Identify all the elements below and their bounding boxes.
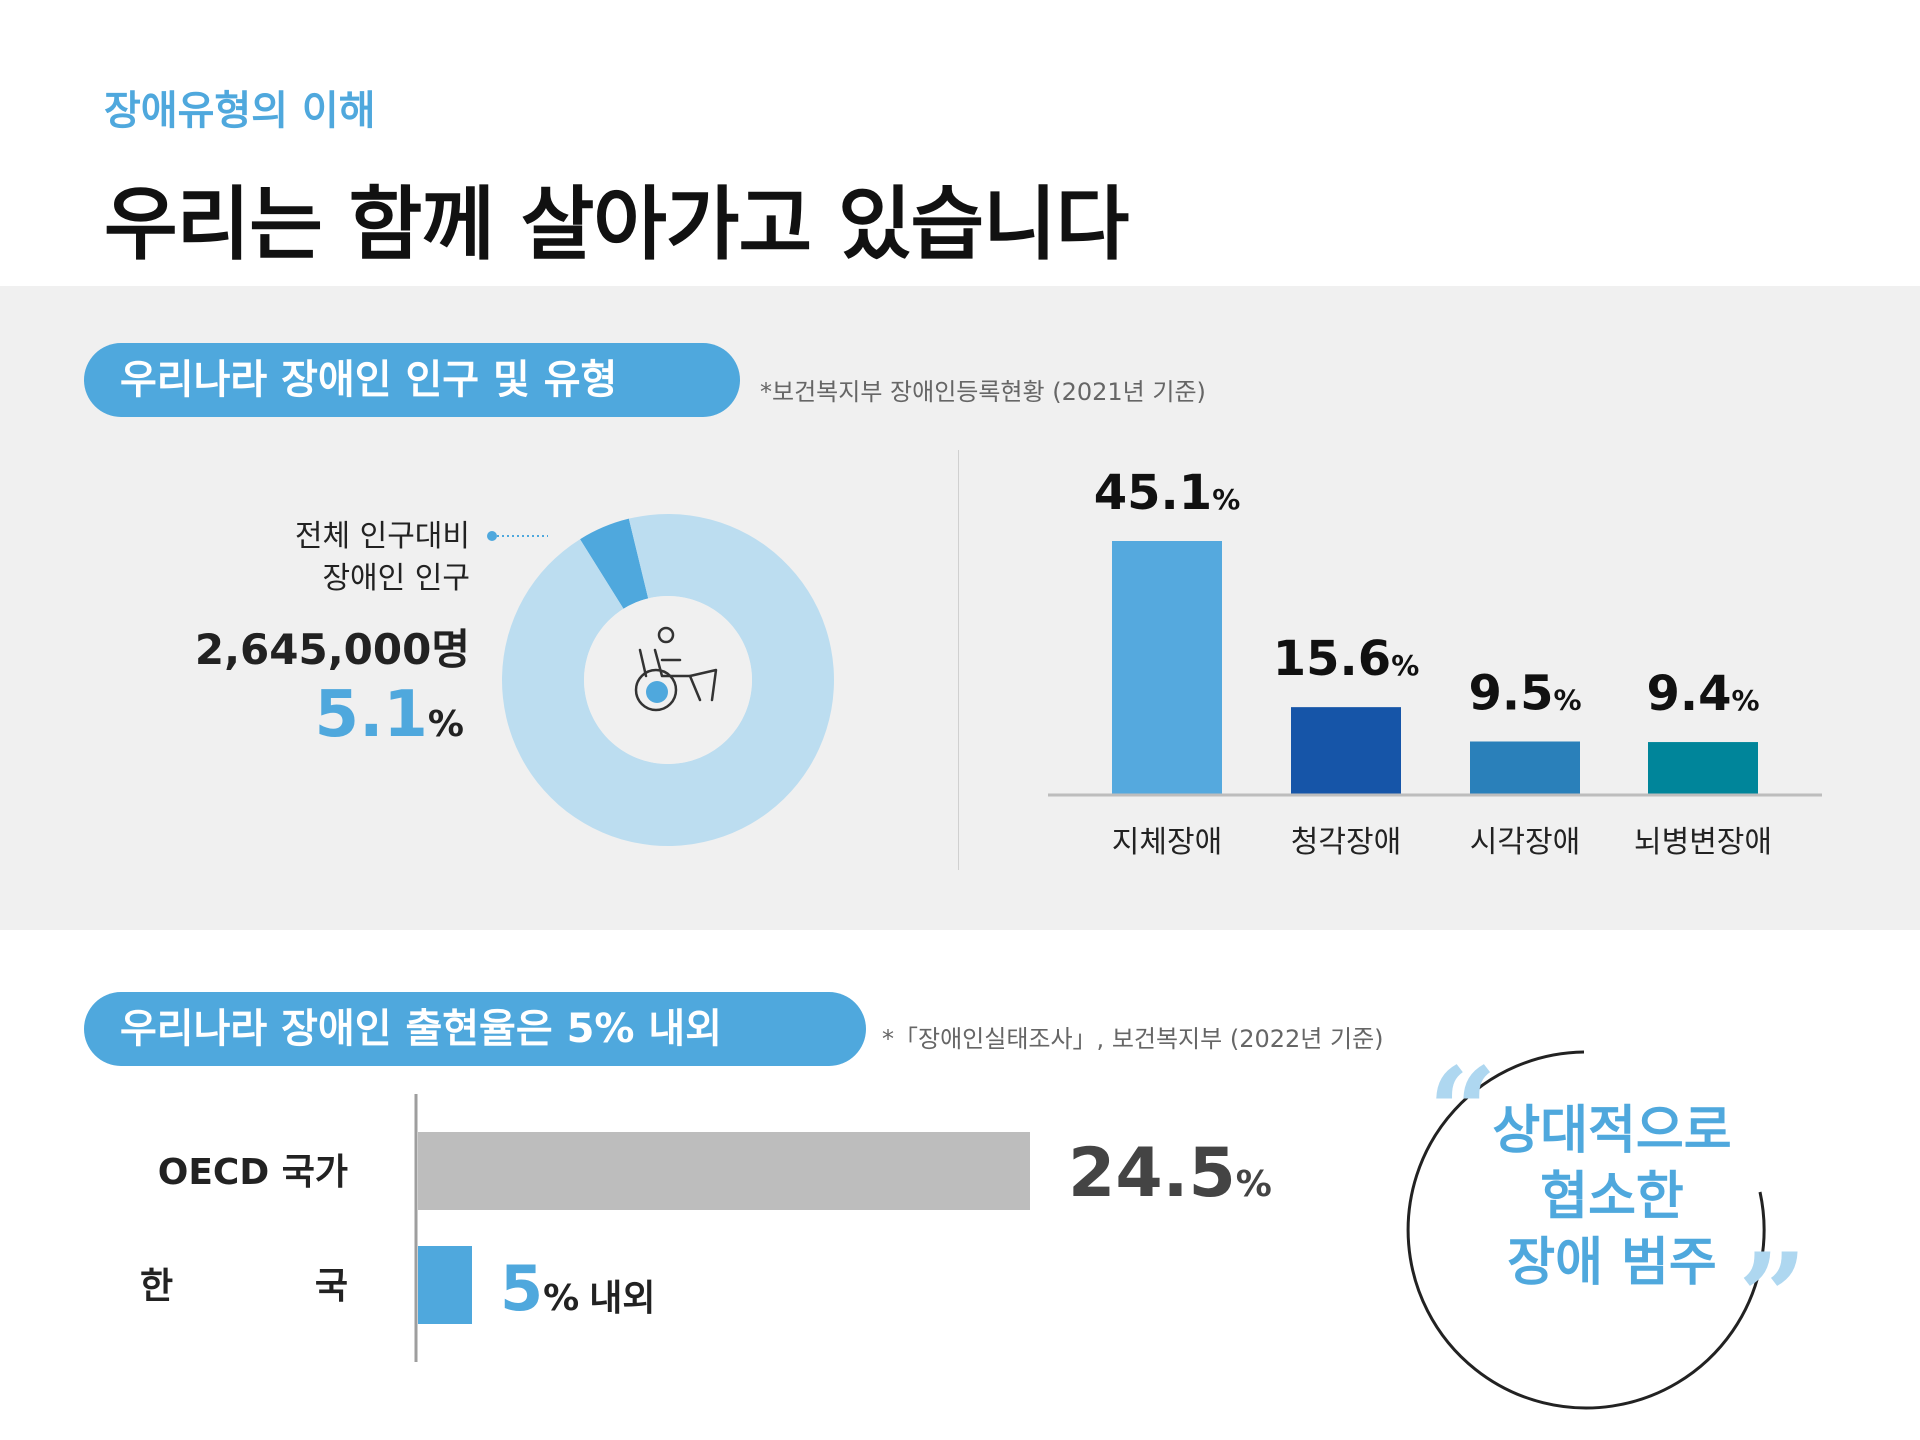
- quote-line1: 상대적으로: [1492, 1101, 1732, 1161]
- donut-label-line2: 장애인 인구: [322, 561, 470, 596]
- prevalence-bar-0: [418, 1132, 1030, 1210]
- type-bar-value-1: 15.6%: [1273, 631, 1420, 687]
- quote-line2: 협소한: [1540, 1167, 1684, 1227]
- type-bar-label-2: 시각장애: [1470, 825, 1580, 860]
- prevalence-bar-1: [418, 1246, 472, 1324]
- donut-slice-1: [501, 514, 834, 846]
- type-bar-value-0: 45.1%: [1094, 465, 1241, 521]
- section-kicker: 장애유형의 이해: [104, 88, 376, 134]
- close-quote-icon: ”: [1738, 1227, 1808, 1368]
- quote-circle: [1406, 1050, 1766, 1410]
- prevalence-category-1: 한 국: [140, 1266, 348, 1307]
- type-bar-label-3: 뇌병변장애: [1634, 825, 1772, 860]
- leader-dot: [487, 531, 497, 541]
- type-bar-label-1: 청각장애: [1291, 825, 1401, 860]
- type-bar-3: [1648, 742, 1758, 795]
- type-bar-1: [1291, 707, 1401, 795]
- percent-unit: %: [427, 704, 464, 745]
- donut-hole: [584, 596, 752, 764]
- panel-divider: [958, 450, 959, 870]
- type-bar-value-3: 9.4%: [1646, 666, 1759, 722]
- percent-value: 5.1: [314, 678, 428, 752]
- donut-slice-0: [580, 518, 649, 609]
- wheelchair-hub: [646, 681, 668, 703]
- disabled-population-count: 2,645,000명: [194, 625, 470, 674]
- type-bar-chart: 45.1% 지체장애 15.6% 청각장애 9.5% 시각장애 9.4% 뇌병변장애: [1094, 465, 1772, 860]
- prevalence-category-0: OECD 국가: [158, 1152, 348, 1193]
- type-bar-value-2: 9.5%: [1468, 665, 1581, 721]
- section-pill-population: 우리나라 장애인 인구 및 유형: [84, 343, 740, 417]
- section-pill-prevalence: 우리나라 장애인 출현율은 5% 내외: [84, 992, 866, 1066]
- wheelchair-icon: [634, 626, 718, 712]
- quote-text: 상대적으로 협소한 장애 범주: [1434, 1098, 1790, 1296]
- type-bar-2: [1470, 741, 1580, 795]
- prevalence-value-1: 5% 내외: [500, 1252, 655, 1325]
- type-bar-label-0: 지체장애: [1112, 825, 1222, 860]
- page-title: 우리는 함께 살아가고 있습니다: [104, 178, 1129, 271]
- prevalence-bar-chart: OECD 국가 24.5% 한 국 5% 내외: [140, 1132, 1272, 1325]
- source-note-survey: *「장애인실태조사」, 보건복지부 (2022년 기준): [882, 1025, 1384, 1053]
- disabled-population-percent: 5.1%: [250, 678, 464, 752]
- type-bar-0: [1112, 541, 1222, 795]
- open-quote-icon: “: [1428, 1041, 1498, 1182]
- quote-line3: 장애 범주: [1507, 1233, 1717, 1293]
- donut-label-line1: 전체 인구대비: [294, 519, 470, 554]
- source-note-registration: *보건복지부 장애인등록현황 (2021년 기준): [760, 378, 1206, 406]
- prevalence-value-0: 24.5%: [1068, 1134, 1272, 1213]
- donut-chart: [501, 514, 834, 846]
